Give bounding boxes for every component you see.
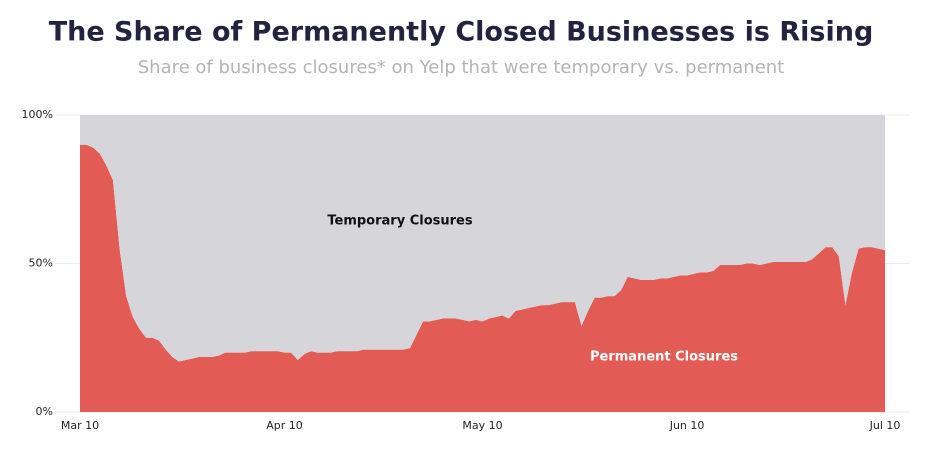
x-tick-label: Jun 10 [669, 419, 705, 432]
chart-subtitle: Share of business closures* on Yelp that… [138, 57, 785, 78]
area-label: Temporary Closures [327, 214, 472, 229]
area-label: Permanent Closures [590, 350, 738, 365]
y-tick-label: 0% [36, 405, 53, 418]
x-tick-label: Apr 10 [266, 419, 303, 432]
x-tick-label: Mar 10 [61, 419, 99, 432]
chart-title: The Share of Permanently Closed Business… [49, 17, 874, 48]
y-tick-label: 50% [29, 257, 53, 270]
x-tick-label: May 10 [462, 419, 502, 432]
x-tick-label: Jul 10 [869, 419, 901, 432]
y-tick-label: 100% [22, 108, 53, 121]
area [80, 115, 885, 362]
area [80, 144, 885, 412]
